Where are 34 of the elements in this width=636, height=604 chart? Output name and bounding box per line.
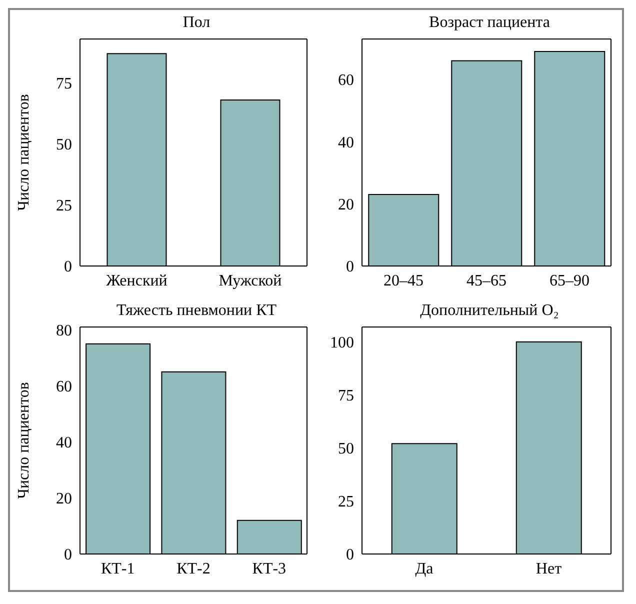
y-tick-label: 75 [56, 76, 72, 93]
x-tick-label: Нет [536, 560, 562, 578]
chart-title: Пол [182, 13, 212, 33]
chart-title: Возраст пациента [428, 13, 551, 33]
x-tick-label: Женский [106, 272, 168, 290]
y-axis-title: Число пациентов [16, 94, 32, 211]
y-tick-label: 100 [330, 334, 354, 352]
y-tick-label: 40 [338, 134, 354, 152]
x-tick-label: 45–65 [466, 272, 506, 290]
x-tick-label: КТ-2 [176, 560, 210, 578]
y-tick-label: 0 [64, 546, 72, 564]
x-tick-label: КТ-1 [100, 560, 135, 578]
y-axis-title: Число пациентов [16, 382, 32, 499]
y-tick-label: 50 [56, 136, 72, 154]
x-tick-label: Мужской [218, 272, 282, 290]
y-tick-label: 20 [338, 196, 354, 214]
x-tick-label: КТ-3 [252, 560, 286, 578]
x-tick-label: 20–45 [384, 272, 424, 290]
y-tick-label: 0 [346, 546, 354, 564]
y-tick-label: 50 [338, 440, 354, 458]
y-tick-label: 80 [56, 322, 72, 340]
y-tick-label: 25 [338, 494, 354, 511]
x-tick-label: 65–90 [550, 272, 590, 290]
y-tick-label: 60 [56, 378, 72, 396]
y-tick-label: 0 [346, 258, 354, 276]
y-tick-label: 60 [338, 72, 354, 90]
chart-title: Дополнительный O₂ [419, 301, 560, 321]
y-tick-label: 20 [56, 490, 72, 508]
y-tick-label: 75 [338, 388, 354, 405]
x-tick-label: Да [415, 560, 434, 578]
y-tick-label: 25 [56, 198, 72, 215]
chart-title: Тяжесть пневмонии КТ [115, 301, 278, 321]
y-tick-label: 40 [56, 434, 72, 452]
y-tick-label: 0 [64, 258, 72, 276]
